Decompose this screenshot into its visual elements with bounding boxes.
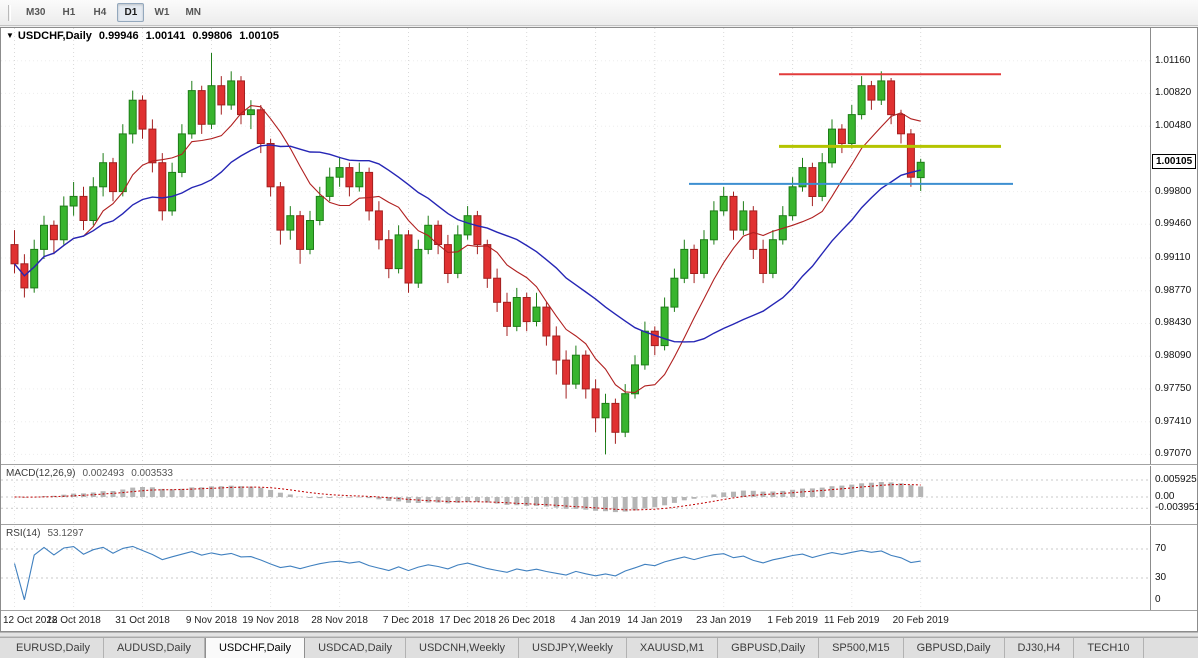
macd-axis-label: 0.005925	[1155, 474, 1197, 485]
price-axis-label: 1.00820	[1155, 87, 1192, 99]
ohlc-low: 0.99806	[192, 30, 233, 42]
timeframe-button-m30[interactable]: M30	[26, 7, 46, 18]
chart-tab-usdchf-daily[interactable]: USDCHF,Daily	[204, 638, 306, 658]
time-axis-label: 11 Feb 2019	[824, 615, 880, 626]
chart-tab-gbpusd-daily[interactable]: GBPUSD,Daily	[904, 638, 1005, 658]
timeframe-button-h4[interactable]: H4	[93, 7, 107, 18]
main-chart-canvas[interactable]	[1, 28, 1150, 464]
macd-value-main: 0.002493	[82, 468, 125, 479]
price-axis-label: 0.97750	[1155, 382, 1192, 394]
timeframe-button-mn[interactable]: MN	[185, 7, 202, 18]
rsi-grid	[1, 526, 1150, 610]
chart-tab-tech10[interactable]: TECH10	[1074, 638, 1144, 658]
chart-collapse-arrow-icon[interactable]: ▼	[6, 31, 14, 40]
time-axis-label: 7 Dec 2018	[382, 615, 435, 626]
time-axis-label: 1 Feb 2019	[767, 615, 818, 626]
time-axis-label: 19 Nov 2018	[242, 615, 299, 626]
price-axis-label: 0.98090	[1155, 350, 1192, 362]
macd-axis-label: -0.003951	[1155, 502, 1198, 514]
ohlc-high: 1.00141	[145, 30, 186, 42]
macd-label: MACD(12,26,9)	[6, 468, 76, 479]
timeframe-button-w1[interactable]: W1	[154, 7, 170, 18]
chart-tab-usdjpy-weekly[interactable]: USDJPY,Weekly	[519, 638, 627, 658]
price-axis-label: 0.98770	[1155, 284, 1192, 296]
time-axis-label: 26 Dec 2018	[498, 615, 556, 626]
timeframe-button-group: M30 H1 H4 D1 W1 MN	[18, 3, 209, 22]
chart-tab-eurusd-daily[interactable]: EURUSD,Daily	[3, 638, 104, 658]
price-axis-label: 0.97410	[1155, 415, 1192, 427]
grid	[1, 28, 1150, 464]
chart-symbol-label: USDCHF,Daily	[17, 30, 92, 42]
chart-tabs-bar: EURUSD,Daily AUDUSD,Daily USDCHF,Daily USDC…	[0, 637, 1198, 658]
macd-axis-label: 0.00	[1155, 491, 1175, 502]
chart-title-ohlc: ▼ USDCHF,Daily 0.99946 1.00141 0.99806 1.0010…	[6, 30, 279, 42]
time-axis-label: 22 Oct 2018	[46, 615, 101, 626]
chart-tab-dj30-h4[interactable]: DJ30,H4	[1005, 638, 1075, 658]
rsi-panel-canvas[interactable]	[1, 526, 1150, 610]
candles	[10, 53, 925, 455]
chart-tab-xauusd-m1[interactable]: XAUUSD,M1	[627, 638, 719, 658]
chart-window: ▼ USDCHF,Daily 0.99946 1.00141 0.99806 1.0010…	[0, 27, 1198, 632]
chart-tab-audusd-daily[interactable]: AUDUSD,Daily	[104, 638, 205, 658]
time-axis-label: 17 Dec 2018	[439, 615, 496, 626]
chart-tab-usdcnh-weekly[interactable]: USDCNH,Weekly	[406, 638, 520, 658]
time-axis-label: 23 Jan 2019	[696, 615, 752, 626]
rsi-label: RSI(14)	[6, 528, 41, 539]
ohlc-close: 1.00105	[239, 30, 279, 42]
price-axis-label: 0.98430	[1155, 317, 1192, 329]
panel-divider-macd[interactable]	[1, 464, 1197, 466]
time-axis-label: 20 Feb 2019	[892, 615, 949, 626]
macd-value-signal: 0.003533	[131, 468, 173, 479]
rsi-axis-label: 30	[1155, 572, 1167, 583]
time-axis-label: 31 Oct 2018	[115, 615, 170, 626]
price-axis-label: 1.00480	[1155, 120, 1192, 132]
macd-histogram	[21, 482, 924, 513]
macd-signal-line	[14, 483, 921, 511]
toolbar-grip[interactable]	[8, 4, 11, 21]
timeframe-button-d1[interactable]: D1	[117, 3, 145, 22]
ohlc-open: 0.99946	[98, 30, 139, 42]
chart-tab-usdcad-daily[interactable]: USDCAD,Daily	[305, 638, 407, 658]
time-axis-label: 14 Jan 2019	[627, 615, 683, 626]
rsi-axis-label: 0	[1155, 593, 1161, 605]
chart-tab-sp500-m15[interactable]: SP500,M15	[819, 638, 904, 658]
timeframe-button-h1[interactable]: H1	[62, 7, 76, 18]
time-axis-label: 4 Jan 2019	[570, 615, 621, 626]
time-axis-divider	[1, 610, 1197, 612]
chart-tab-gbpusd-daily[interactable]: GBPUSD,Daily	[718, 638, 820, 658]
panel-divider-rsi[interactable]	[1, 524, 1197, 526]
ma-slow-blue-line	[13, 144, 921, 343]
macd-label-line: MACD(12,26,9) 0.002493 0.003533	[6, 468, 173, 479]
macd-panel-canvas[interactable]	[1, 466, 1150, 524]
timeframe-toolbar: M30 H1 H4 D1 W1 MN	[0, 0, 1198, 26]
price-axis-label: 0.99460	[1155, 218, 1192, 230]
time-axis[interactable]: 12 Oct 2018 22 Oct 2018 31 Oct 2018 9 Nov 2…	[1, 612, 1150, 631]
horizontal-scrollbar[interactable]	[0, 632, 1198, 637]
time-axis-label: 12 Oct 2018	[3, 615, 58, 626]
price-axis[interactable]: 1.00105 1.01160 1.00820 1.00480 0.99800 0.99…	[1150, 28, 1198, 612]
rsi-line	[13, 545, 921, 600]
price-axis-label: 0.97070	[1155, 448, 1192, 460]
price-axis-label: 1.01160	[1155, 54, 1191, 66]
rsi-axis-label: 70	[1155, 543, 1167, 554]
ma-fast-red-line	[14, 105, 921, 394]
price-axis-label: 0.99800	[1155, 185, 1192, 197]
time-axis-label: 28 Nov 2018	[311, 615, 368, 626]
current-price-tag: 1.00105	[1152, 154, 1197, 170]
rsi-value: 53.1297	[47, 528, 84, 539]
price-axis-label: 0.99110	[1155, 252, 1191, 264]
rsi-label-line: RSI(14) 53.1297	[6, 528, 84, 539]
time-axis-label: 9 Nov 2018	[185, 615, 238, 626]
